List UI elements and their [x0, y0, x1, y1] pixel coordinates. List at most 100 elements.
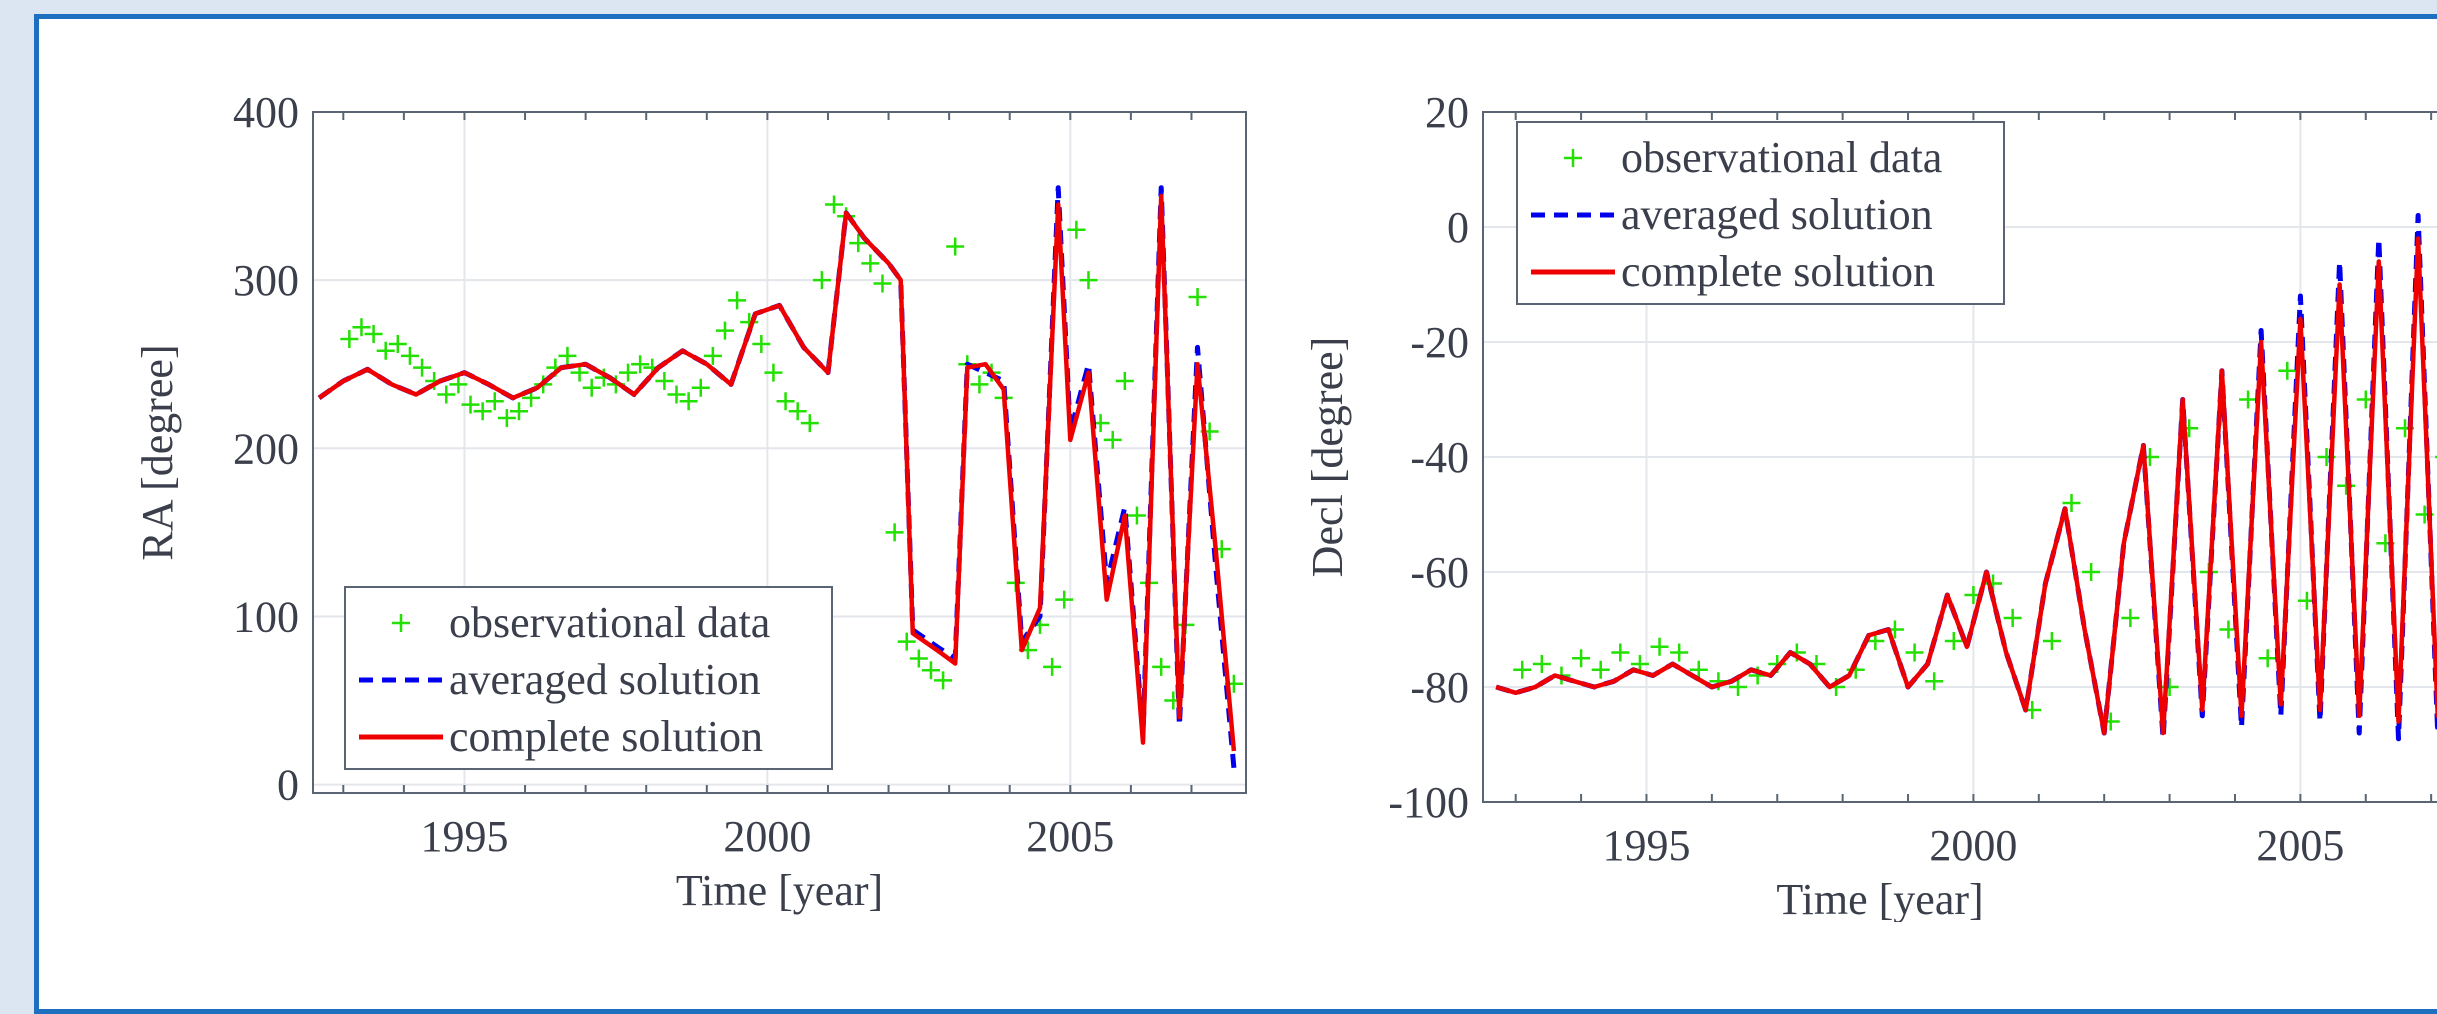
data-point-marker [1055, 590, 1074, 609]
data-point-marker [1591, 660, 1610, 679]
data-point-marker [1067, 220, 1086, 239]
legend-label: complete solution [1621, 247, 1935, 296]
chart-2: 1995 2000 2005 20 0 -20 -40 -60 -80 -100 Time [yea… [1303, 88, 2437, 922]
data-point-marker [2003, 609, 2022, 627]
legend-marker-observational [392, 614, 410, 632]
data-point-marker [812, 271, 831, 290]
y-tick-label: 300 [233, 256, 299, 305]
data-point-marker [691, 378, 710, 397]
data-point-marker [715, 321, 734, 340]
x-tick-label: 1995 [1602, 821, 1690, 870]
data-point-marker [1905, 643, 1924, 662]
data-point-marker [364, 324, 383, 343]
data-point-marker [400, 346, 419, 365]
data-point-marker [2337, 476, 2356, 495]
data-point-marker [970, 375, 989, 394]
data-point-marker [825, 195, 844, 214]
data-point-marker [461, 395, 480, 414]
data-point-marker [1152, 657, 1171, 676]
data-point-marker [619, 363, 638, 382]
data-point-marker [800, 414, 819, 433]
x-tick-label: 2005 [2256, 821, 2344, 870]
data-point-marker [1925, 672, 1944, 691]
data-point-marker [1729, 678, 1748, 696]
y-tick-label: -60 [1410, 548, 1469, 597]
data-point-marker [655, 372, 674, 391]
chart-1: 1995 2000 2005 0 100 200 300 400 Time [year] RA [… [133, 88, 1247, 915]
x-axis-label: Time [year] [676, 866, 883, 915]
y-tick-label: 20 [1425, 88, 1469, 137]
data-point-marker [2239, 390, 2258, 409]
data-point-marker [376, 341, 395, 360]
data-point-marker [340, 330, 359, 348]
data-point-marker [2278, 361, 2297, 380]
data-point-marker [2042, 632, 2061, 650]
data-point-marker [352, 318, 371, 337]
data-point-marker [667, 385, 686, 404]
data-point-marker [1611, 643, 1630, 662]
y-tick-label: 200 [233, 424, 299, 473]
data-point-marker [873, 274, 892, 293]
data-point-marker [2062, 494, 2081, 512]
data-point-marker [1650, 637, 1669, 656]
data-point-marker [413, 358, 432, 377]
data-point-marker [1944, 632, 1963, 650]
y-tick-label: 0 [277, 761, 299, 810]
plot-area [317, 185, 1243, 769]
x-tick-label: 1995 [420, 812, 508, 861]
data-point-marker [2121, 609, 2140, 627]
y-axis-label: RA [degree] [133, 344, 182, 560]
data-point-marker [1670, 643, 1689, 662]
x-tick-label: 2000 [1929, 821, 2017, 870]
data-point-marker [849, 234, 868, 253]
data-point-marker [1127, 506, 1146, 525]
legend-label: averaged solution [449, 655, 761, 704]
y-tick-label: -20 [1410, 318, 1469, 367]
data-point-marker [2258, 649, 2277, 668]
data-point-marker [388, 335, 407, 354]
y-tick-label: -40 [1410, 433, 1469, 482]
complete-solution-line [1495, 236, 2437, 736]
data-point-marker [1079, 271, 1098, 290]
legend-label: observational data [1621, 133, 1942, 182]
data-point-marker [1513, 660, 1532, 679]
data-point-marker [485, 392, 504, 411]
data-point-marker [473, 402, 492, 421]
y-tick-label: 0 [1447, 203, 1469, 252]
data-point-marker [1115, 372, 1134, 391]
data-point-marker [679, 392, 698, 411]
y-axis-label: Decl [degree] [1303, 337, 1352, 578]
data-point-marker [764, 363, 783, 382]
axes-box [1482, 111, 2437, 803]
data-point-marker [558, 346, 577, 365]
plot-area [1495, 213, 2437, 742]
data-point-marker [885, 523, 904, 542]
legend-label: averaged solution [1621, 190, 1933, 239]
y-tick-label: -80 [1410, 663, 1469, 712]
data-point-marker [1689, 660, 1708, 679]
data-point-marker [1572, 649, 1591, 668]
data-point-marker [728, 291, 747, 310]
legend: observational data averaged solution compl… [344, 586, 833, 770]
y-tick-label: 400 [233, 88, 299, 137]
data-point-marker [934, 671, 953, 690]
figure-panel [34, 14, 2437, 1014]
data-point-marker [2082, 563, 2101, 581]
legend-label: observational data [449, 598, 770, 647]
x-axis-label: Time [year] [1776, 875, 1983, 922]
data-point-marker [788, 402, 807, 421]
data-point-marker [752, 335, 771, 354]
legend-marker-observational [1564, 149, 1582, 167]
x-tick-label: 2005 [1026, 812, 1114, 861]
data-point-marker [1043, 657, 1062, 676]
data-point-marker [631, 355, 650, 374]
data-point-marker [703, 346, 722, 365]
data-point-marker [509, 402, 528, 421]
data-point-marker [897, 632, 916, 651]
data-point-marker [497, 409, 516, 428]
axes-box [312, 111, 1247, 794]
data-point-marker [437, 385, 456, 404]
data-point-marker [861, 254, 880, 273]
data-point-marker [776, 392, 795, 411]
